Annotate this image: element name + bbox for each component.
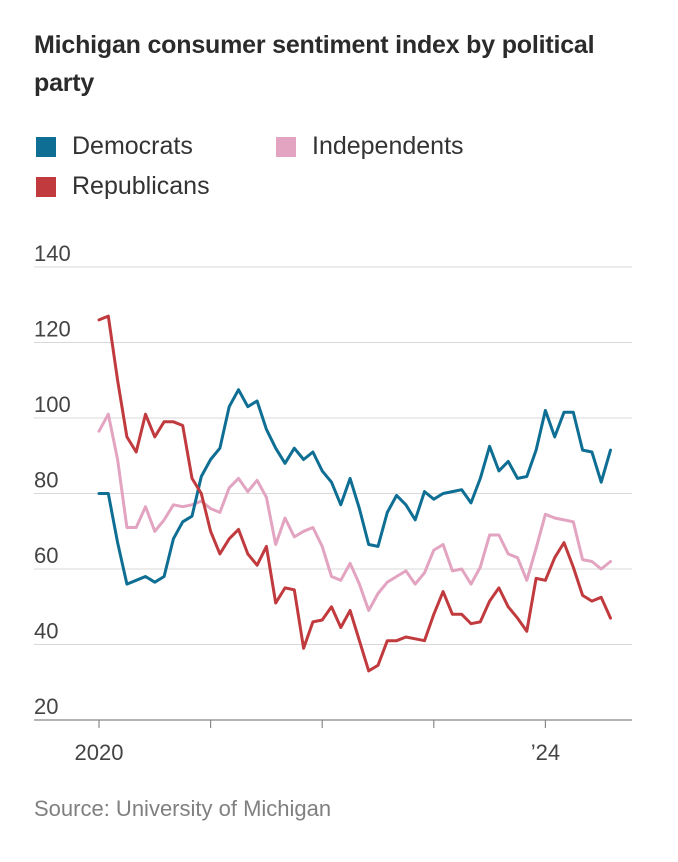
legend-swatch-independents [276, 136, 296, 157]
source-note: Source: University of Michigan [34, 796, 332, 821]
y-tick-label: 140 [34, 241, 71, 266]
legend-swatch-republicans [36, 176, 56, 197]
legend-swatch-democrats [36, 136, 56, 157]
legend-item-democrats: Democrats [36, 132, 193, 161]
chart-title: Michigan consumer sentiment index by pol… [34, 31, 595, 97]
x-tick-label: 2020 [75, 740, 124, 765]
legend-label-democrats: Democrats [72, 132, 193, 160]
y-tick-label: 80 [34, 468, 58, 493]
series-line-independents [97, 412, 612, 612]
series-line-democrats [97, 388, 612, 586]
y-tick-label: 120 [34, 317, 71, 342]
y-tick-label: 100 [34, 392, 71, 417]
y-tick-label: 20 [34, 694, 58, 719]
series-line-republicans [97, 314, 612, 673]
legend-item-independents: Independents [276, 132, 464, 161]
legend-item-republicans: Republicans [36, 172, 210, 201]
x-tick-label: ’24 [531, 740, 560, 765]
legend-label-republicans: Republicans [72, 172, 210, 200]
legend: Democrats Independents Republicans [36, 132, 636, 212]
y-tick-label: 60 [34, 543, 58, 568]
legend-label-independents: Independents [312, 132, 464, 160]
y-tick-label: 40 [34, 619, 58, 644]
